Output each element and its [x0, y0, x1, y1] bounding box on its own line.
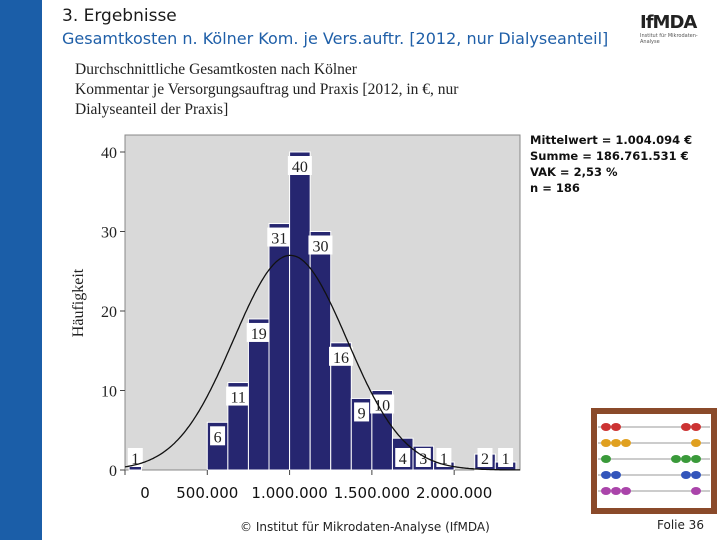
- chart-title: Durchschnittliche Gesamtkosten nach Köln…: [75, 60, 535, 120]
- chart-title-line: Kommentar je Versorgungsauftrag und Prax…: [75, 81, 459, 98]
- bar-label: 1: [440, 451, 448, 468]
- x-tick-label: 0: [140, 484, 150, 502]
- bar-label-bg: [210, 426, 226, 446]
- histogram-bar: [289, 151, 311, 471]
- sidebar-band: [0, 0, 42, 540]
- bar-label: 10: [374, 398, 390, 415]
- slide-title: 3. Ergebnisse: [62, 6, 177, 26]
- y-tick-label: 30: [101, 225, 117, 242]
- stats-box: Mittelwert = 1.004.094 € Summe = 186.761…: [530, 132, 692, 196]
- bar-label-bg: [127, 448, 143, 467]
- x-tick-label: 1.500.000: [334, 484, 410, 502]
- bar-label-bg: [415, 448, 431, 467]
- x-tick-label: 500.000: [176, 484, 238, 502]
- histogram-bar: [268, 223, 291, 471]
- y-tick-label: 0: [109, 463, 117, 480]
- ifmda-logo: IfMDA Institut für Mikrodaten-Analyse: [640, 12, 716, 50]
- y-tick-label: 10: [101, 384, 117, 401]
- x-tick-label: 1.000.000: [251, 484, 327, 502]
- bar-label: 1: [131, 451, 139, 468]
- stat-sum: Summe = 186.761.531 €: [530, 149, 689, 163]
- bar-label-bg: [354, 402, 370, 422]
- normal-curve: [124, 254, 520, 471]
- slide-subtitle: Gesamtkosten n. Kölner Kom. je Vers.auft…: [62, 29, 609, 48]
- bar-label: 19: [251, 326, 267, 343]
- bar-label-bg: [498, 448, 514, 467]
- bar-label-bg: [287, 156, 312, 175]
- y-tick-label: 40: [101, 145, 117, 162]
- stat-mean: Mittelwert = 1.004.094 €: [530, 133, 693, 147]
- bar-label: 2: [481, 451, 489, 468]
- bar-label: 4: [399, 451, 407, 468]
- logo-subtext: Institut für Mikrodaten-Analyse: [640, 33, 698, 45]
- bar-label: 11: [230, 390, 245, 407]
- y-tick-label: 20: [101, 304, 117, 321]
- bar-label-bg: [477, 448, 493, 467]
- bar-label-bg: [267, 227, 292, 247]
- bar-label: 9: [358, 405, 366, 422]
- bar-label: 31: [271, 231, 287, 248]
- bar-label: 3: [419, 451, 427, 468]
- histogram-bar: [309, 231, 332, 471]
- chart-title-line: Durchschnittliche Gesamtkosten nach Köln…: [75, 61, 357, 78]
- logo-text: IfMDA: [640, 12, 697, 33]
- bar-label-bg: [246, 322, 271, 342]
- footer-copyright: © Institut für Mikrodaten-Analyse (IfMDA…: [240, 520, 490, 534]
- bar-label: 1: [502, 451, 510, 468]
- stat-vak: VAK = 2,53 %: [530, 165, 618, 179]
- bar-label-bg: [370, 394, 395, 414]
- y-axis-label: Häufigkeit: [70, 268, 87, 337]
- bar-label-bg: [395, 448, 411, 467]
- bar-label-bg: [226, 386, 251, 406]
- slide-number: Folie 36: [657, 518, 704, 532]
- abacus-icon: [591, 408, 717, 514]
- x-tick-label: 2.000.000: [416, 484, 492, 502]
- chart-title-line: Dialyseanteil der Praxis]: [75, 101, 229, 118]
- bar-label-bg: [436, 448, 452, 467]
- bar-label-bg: [329, 346, 354, 366]
- bar-label: 6: [214, 429, 222, 446]
- stat-n: n = 186: [530, 181, 580, 195]
- bar-label-bg: [308, 235, 333, 255]
- bar-label: 30: [312, 239, 328, 256]
- bar-label: 16: [333, 350, 349, 367]
- bar-label: 40: [292, 159, 308, 176]
